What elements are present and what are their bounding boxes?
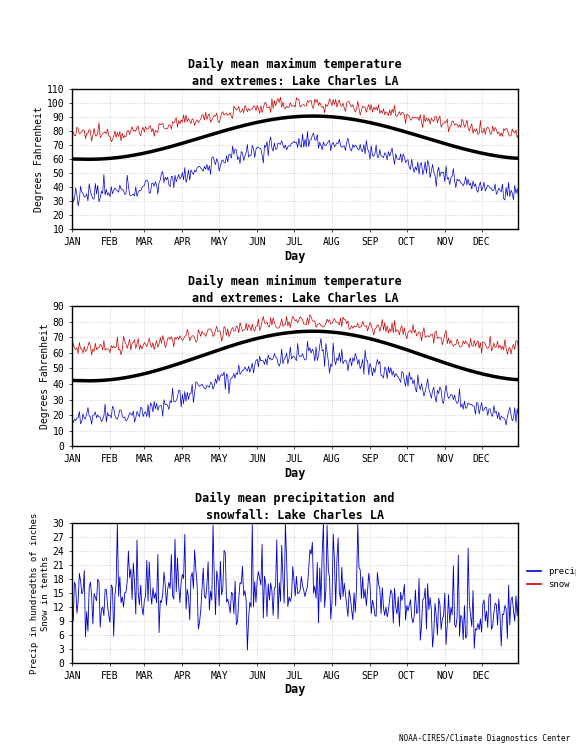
X-axis label: Day: Day (285, 466, 306, 480)
Title: Daily mean maximum temperature
and extremes: Lake Charles LA: Daily mean maximum temperature and extre… (188, 58, 402, 88)
Y-axis label: Precip in hundredths of inches
Snow in tenths: Precip in hundredths of inches Snow in t… (31, 513, 50, 673)
Title: Daily mean precipitation and
snowfall: Lake Charles LA: Daily mean precipitation and snowfall: L… (195, 492, 395, 522)
X-axis label: Day: Day (285, 250, 306, 263)
Legend: precip, snow: precip, snow (528, 567, 576, 589)
Title: Daily mean minimum temperature
and extremes: Lake Charles LA: Daily mean minimum temperature and extre… (188, 275, 402, 305)
Y-axis label: Degrees Fahrenheit: Degrees Fahrenheit (34, 107, 44, 212)
X-axis label: Day: Day (285, 683, 306, 697)
Text: NOAA-CIRES/Climate Diagnostics Center: NOAA-CIRES/Climate Diagnostics Center (399, 734, 570, 743)
Y-axis label: Degrees Fahrenheit: Degrees Fahrenheit (40, 323, 50, 429)
